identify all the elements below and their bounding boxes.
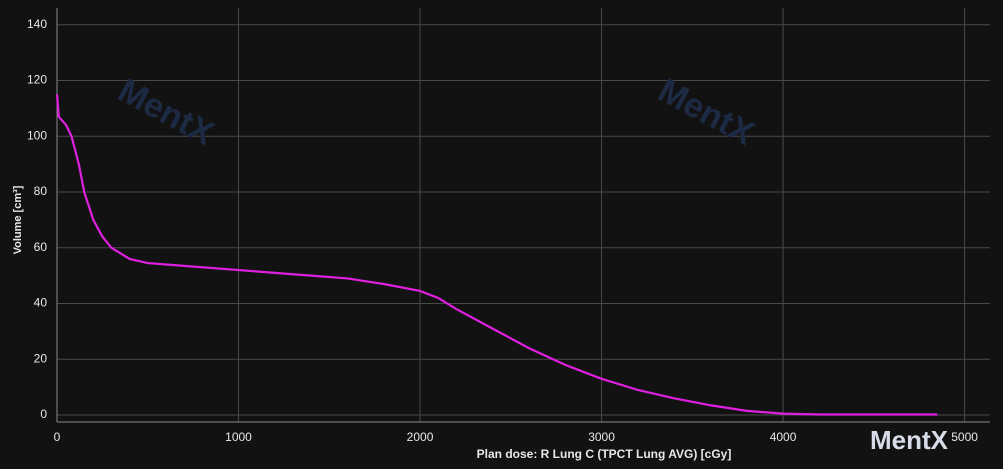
x-tick-label: 2000 (407, 430, 434, 444)
x-tick-label: 0 (54, 430, 61, 444)
x-tick-label: 1000 (225, 430, 252, 444)
x-tick-label: 4000 (770, 430, 797, 444)
y-tick-label: 100 (27, 128, 47, 142)
y-tick-label: 140 (27, 17, 47, 31)
x-axis-label: Plan dose: R Lung C (TPCT Lung AVG) [cGy… (477, 447, 732, 461)
y-tick-label: 60 (34, 240, 48, 254)
y-tick-label: 120 (27, 73, 47, 87)
y-tick-label: 80 (34, 184, 48, 198)
x-tick-label: 3000 (588, 430, 615, 444)
dvh-curve (55, 94, 938, 416)
y-tick-label: 20 (34, 351, 48, 365)
x-tick-label: 5000 (951, 430, 978, 444)
y-axis-label: Volume [cm³] (12, 185, 24, 254)
logo: MentX (870, 425, 949, 455)
y-tick-label: 40 (34, 296, 48, 310)
y-tick-label: 0 (40, 407, 47, 421)
